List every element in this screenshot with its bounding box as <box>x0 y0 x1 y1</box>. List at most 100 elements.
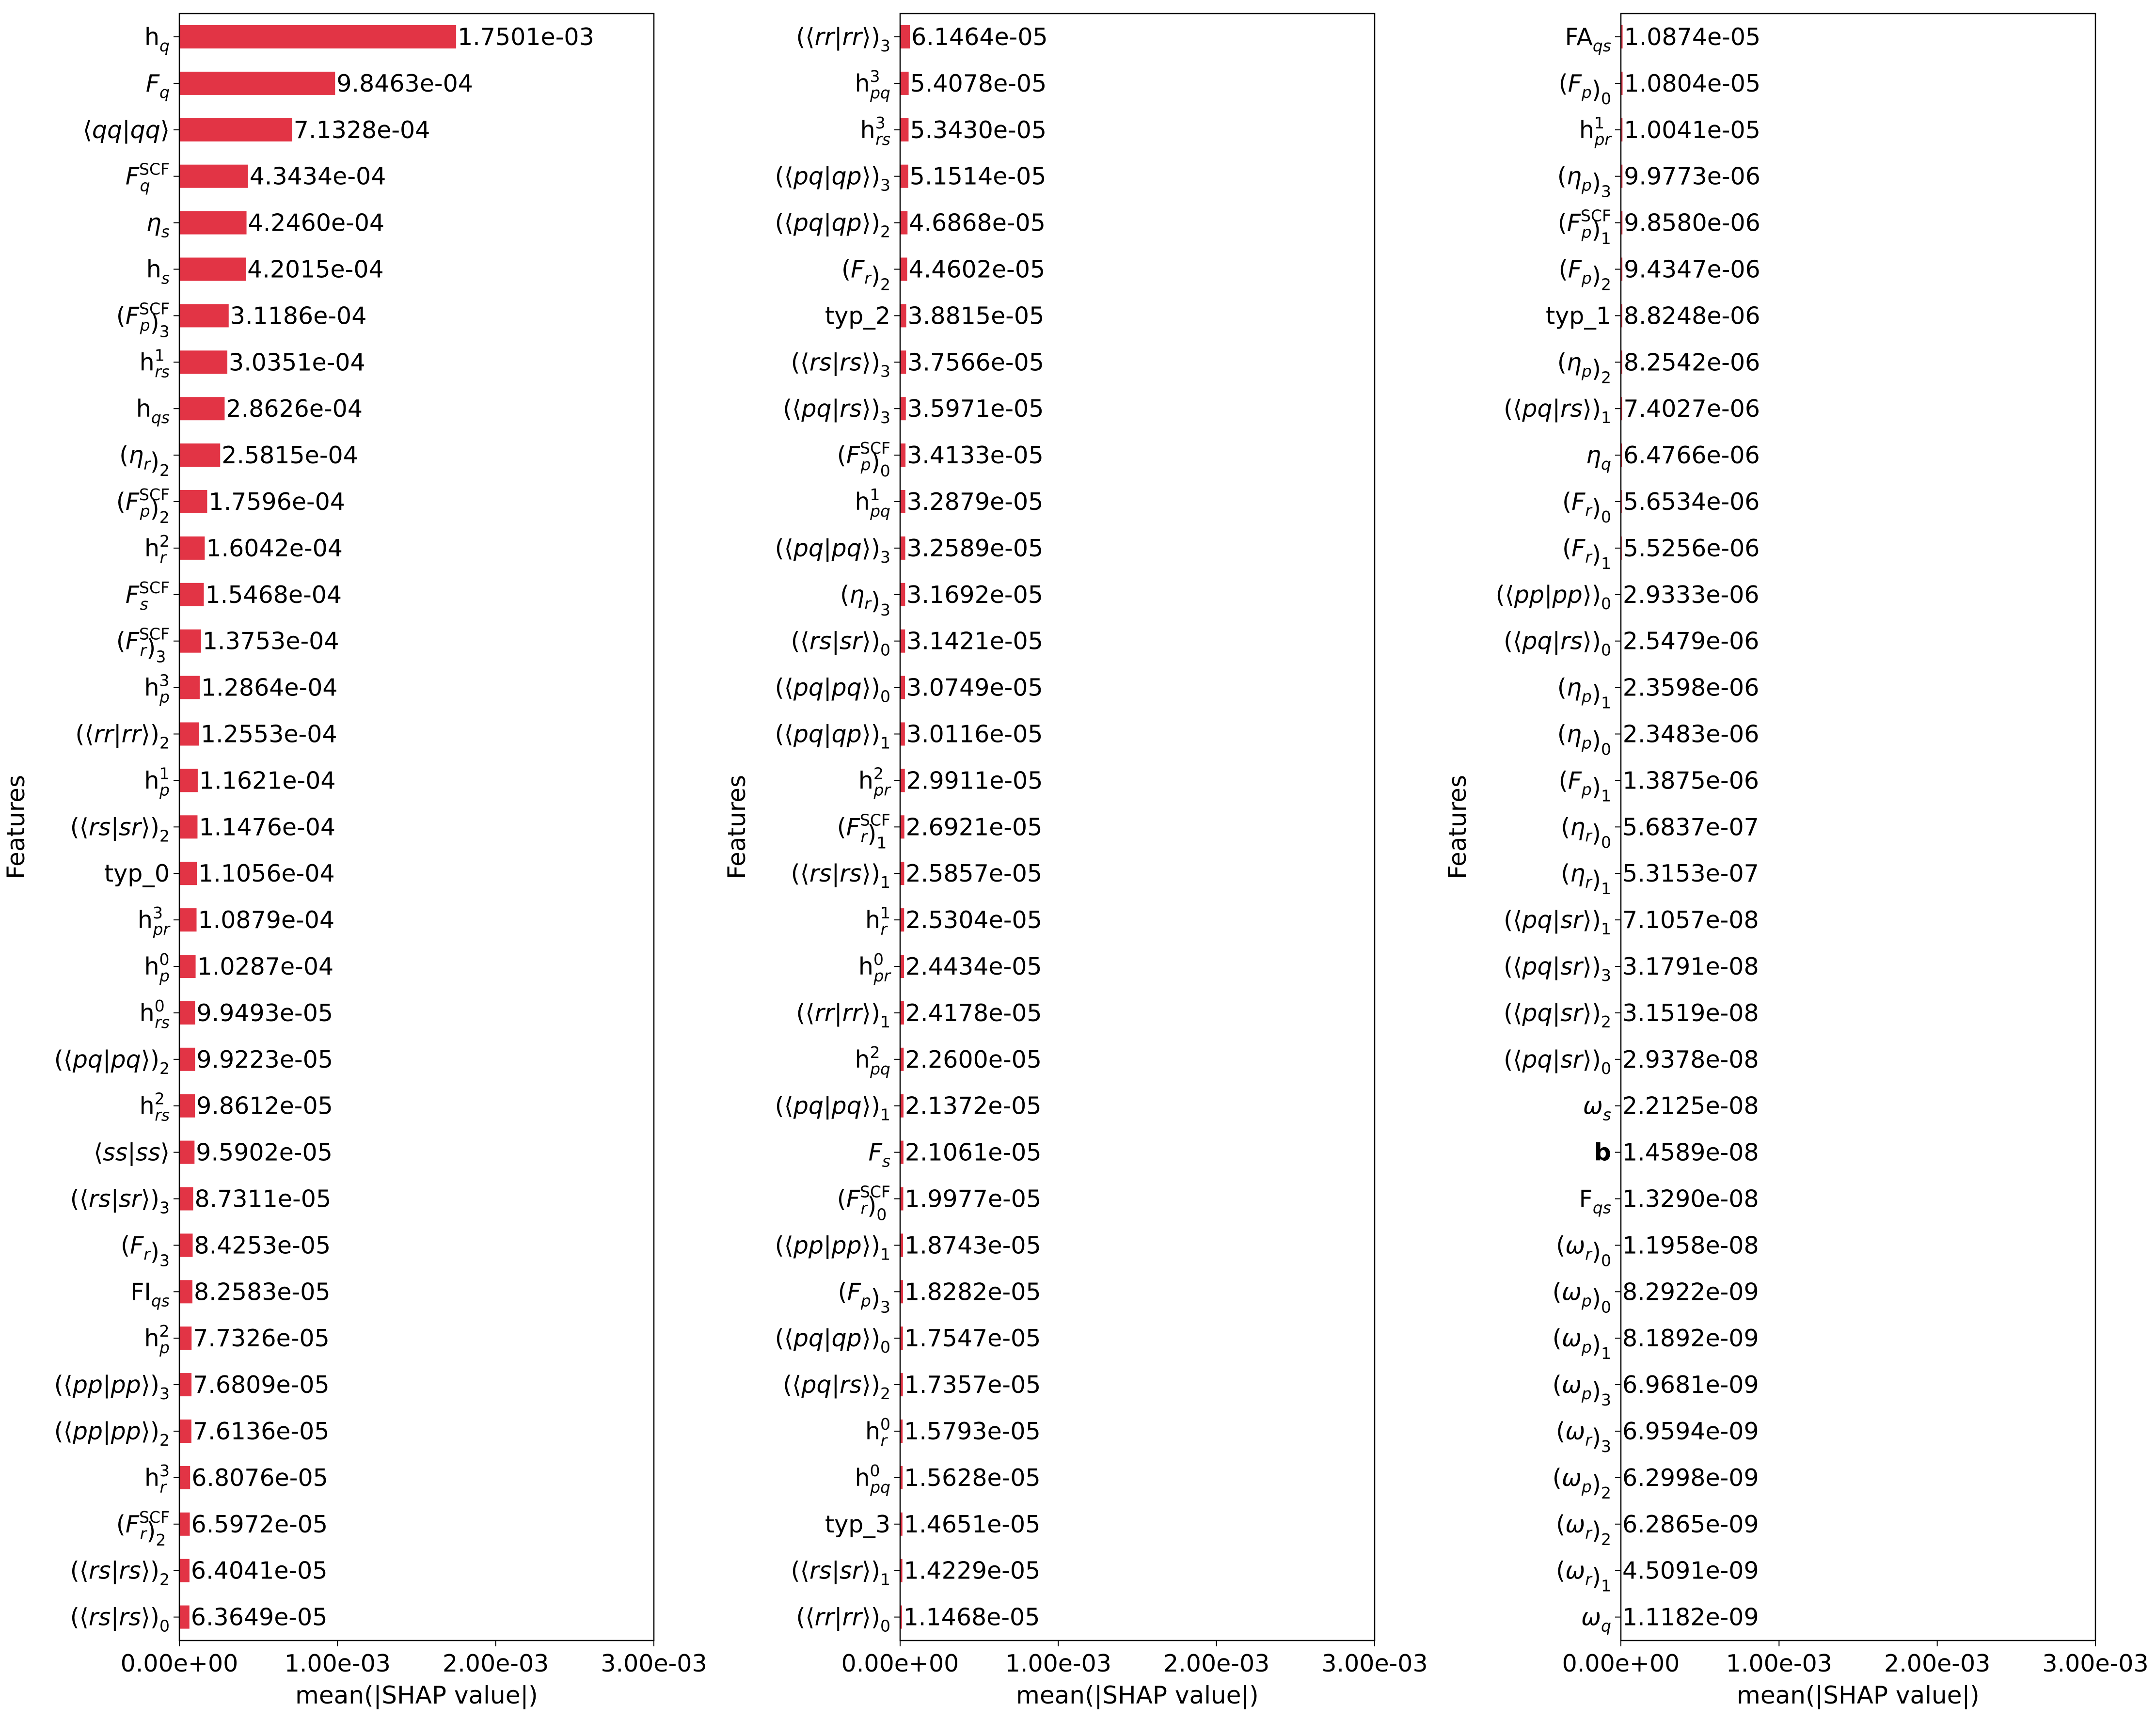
bar <box>1621 118 1623 142</box>
bar <box>179 257 246 281</box>
data-label: 1.7357e-05 <box>904 1371 1041 1399</box>
data-label: 1.0874e-05 <box>1624 23 1761 51</box>
category-label: (⟨rs|sr⟩)2 <box>70 813 170 845</box>
data-label: 1.3290e-08 <box>1622 1185 1759 1213</box>
bar <box>900 1373 903 1397</box>
data-label: 1.0804e-05 <box>1624 70 1761 97</box>
data-label: 5.3430e-05 <box>910 116 1046 144</box>
data-label: 7.6809e-05 <box>193 1371 330 1399</box>
category-label: (Fr)1 <box>1562 535 1611 573</box>
bar <box>900 1420 903 1443</box>
bar <box>179 769 198 792</box>
category-label: (⟨pq|qp⟩)3 <box>775 163 890 195</box>
data-label: 2.5304e-05 <box>905 906 1042 934</box>
data-label: 1.7596e-04 <box>208 488 345 516</box>
bar <box>179 211 247 235</box>
data-label: 4.5091e-09 <box>1622 1557 1759 1585</box>
category-label: (⟨pp|pp⟩)2 <box>54 1418 170 1450</box>
category-label: (⟨pq|sr⟩)3 <box>1504 953 1611 985</box>
data-label: 1.1182e-09 <box>1622 1604 1759 1631</box>
category-label: (ηp)2 <box>1557 348 1611 387</box>
bar <box>179 304 229 328</box>
bar <box>900 1001 904 1025</box>
bar <box>179 815 198 839</box>
y-axis-title: Features <box>723 775 751 879</box>
bar <box>900 1466 903 1489</box>
data-label: 3.1791e-08 <box>1622 953 1759 980</box>
data-label: 6.2865e-09 <box>1622 1511 1759 1538</box>
bar <box>900 211 908 235</box>
data-label: 1.4651e-05 <box>904 1511 1041 1538</box>
data-label: 7.7326e-05 <box>193 1325 330 1352</box>
bar <box>900 118 909 142</box>
data-label: 1.0041e-05 <box>1624 116 1760 144</box>
bar <box>179 1559 190 1582</box>
category-label: (FSCF r)2 <box>116 1508 170 1549</box>
bar <box>179 1233 193 1257</box>
data-label: 3.0351e-04 <box>229 348 365 376</box>
category-label: (⟨rr|rr⟩)0 <box>796 1604 890 1636</box>
data-label: 9.8612e-05 <box>196 1092 333 1120</box>
category-label: h3 rs <box>860 113 890 149</box>
bar <box>900 1605 902 1629</box>
data-label: 1.7501e-03 <box>458 23 594 51</box>
category-label: FSCF s <box>126 578 170 614</box>
data-label: 2.3598e-06 <box>1623 674 1760 702</box>
bar <box>1621 211 1623 235</box>
axes-frame <box>1620 13 2096 1641</box>
category-label: h1 p <box>144 764 170 799</box>
data-label: 9.4347e-06 <box>1624 256 1760 284</box>
data-label: 3.8815e-05 <box>908 302 1045 330</box>
data-label: 3.1692e-05 <box>906 581 1043 609</box>
bar <box>900 1512 903 1536</box>
data-label: 9.8580e-06 <box>1624 209 1760 237</box>
category-label: (ηr)2 <box>119 442 170 480</box>
category-label: ⟨ss|ss⟩ <box>94 1139 170 1167</box>
category-label: (⟨rr|rr⟩)3 <box>796 23 890 55</box>
data-label: 2.3483e-06 <box>1623 721 1760 748</box>
x-tick-label: 3.00e-03 <box>1321 1650 1427 1677</box>
data-label: 6.9594e-09 <box>1622 1418 1759 1445</box>
bar <box>900 1187 904 1211</box>
category-label: (ωp)0 <box>1553 1278 1611 1316</box>
x-tick-label: 1.00e-03 <box>285 1650 391 1677</box>
category-label: (FSCF r)0 <box>837 1183 890 1224</box>
bar <box>179 908 197 932</box>
data-label: 9.5902e-05 <box>196 1139 333 1167</box>
data-label: 8.2922e-09 <box>1622 1278 1759 1306</box>
category-label: h0 rs <box>140 996 170 1032</box>
category-label: (⟨pq|qp⟩)1 <box>775 721 890 753</box>
category-label: (⟨pq|rs⟩)0 <box>1504 628 1611 660</box>
category-label: (ωp)1 <box>1553 1325 1611 1363</box>
bar <box>1621 71 1623 95</box>
bar <box>900 1559 903 1582</box>
category-label: ωq <box>1581 1604 1611 1636</box>
category-label: h3 p <box>144 671 170 707</box>
data-label: 6.4766e-06 <box>1623 442 1760 469</box>
bar <box>1621 257 1623 281</box>
bar <box>179 1420 191 1443</box>
data-label: 5.3153e-07 <box>1622 860 1759 887</box>
data-label: 2.5479e-06 <box>1623 628 1760 655</box>
data-label: 8.4253e-05 <box>194 1231 331 1259</box>
category-label: h2 pq <box>855 1043 890 1078</box>
x-tick-label: 0.00e+00 <box>121 1650 238 1677</box>
bar <box>179 397 225 421</box>
y-axis-title: Features <box>2 775 30 879</box>
bar <box>900 536 905 560</box>
category-label: (⟨pq|qp⟩)0 <box>775 1325 890 1357</box>
category-label: (⟨rs|sr⟩)1 <box>791 1557 890 1589</box>
category-label: (⟨pq|rs⟩)2 <box>783 1371 890 1403</box>
category-label: h3 pq <box>855 67 890 102</box>
data-label: 8.1892e-09 <box>1622 1325 1759 1352</box>
category-label: (FSCF p)3 <box>116 299 170 341</box>
category-label: (FSCF r)1 <box>837 810 890 852</box>
data-label: 1.1468e-05 <box>904 1604 1040 1631</box>
data-label: 1.8743e-05 <box>904 1231 1041 1259</box>
data-label: 1.5468e-04 <box>205 581 342 609</box>
x-tick-label: 1.00e-03 <box>1005 1650 1111 1677</box>
category-label: (Fp)1 <box>1559 767 1611 805</box>
bar <box>900 815 904 839</box>
data-label: 9.9773e-06 <box>1624 163 1760 190</box>
